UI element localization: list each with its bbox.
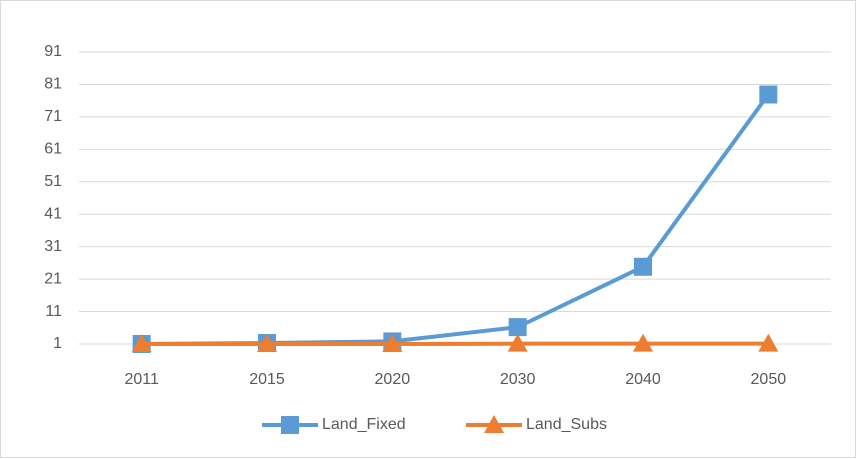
y-tick-label: 71 bbox=[44, 108, 62, 125]
data-point bbox=[131, 334, 152, 352]
legend-label: Land_Fixed bbox=[322, 416, 406, 433]
data-point bbox=[634, 257, 652, 276]
data-point bbox=[759, 85, 778, 104]
data-point bbox=[508, 318, 527, 337]
legend-label: Land_Subs bbox=[526, 416, 607, 433]
y-tick-label: 61 bbox=[44, 141, 62, 158]
y-tick-label: 11 bbox=[45, 303, 62, 320]
data-point bbox=[507, 333, 528, 352]
data-point bbox=[382, 334, 403, 352]
y-tick-label: 91 bbox=[44, 43, 62, 60]
x-tick-label: 2040 bbox=[625, 371, 661, 388]
legend-marker bbox=[281, 416, 299, 434]
y-tick-label: 21 bbox=[44, 270, 62, 287]
data-point bbox=[758, 333, 779, 352]
y-tick-label: 51 bbox=[44, 173, 62, 190]
data-point bbox=[257, 334, 277, 352]
y-tick-label: 1 bbox=[53, 335, 62, 352]
x-tick-label: 2050 bbox=[751, 371, 787, 388]
data-point bbox=[633, 333, 653, 352]
legend-marker bbox=[484, 415, 504, 433]
x-tick-label: 2015 bbox=[249, 371, 285, 388]
x-tick-label: 2030 bbox=[500, 371, 536, 388]
y-tick-label: 41 bbox=[44, 205, 62, 222]
y-tick-label: 31 bbox=[44, 238, 62, 255]
x-tick-label: 2020 bbox=[375, 371, 411, 388]
y-tick-label: 81 bbox=[44, 76, 62, 93]
x-tick-label: 2011 bbox=[124, 371, 159, 388]
